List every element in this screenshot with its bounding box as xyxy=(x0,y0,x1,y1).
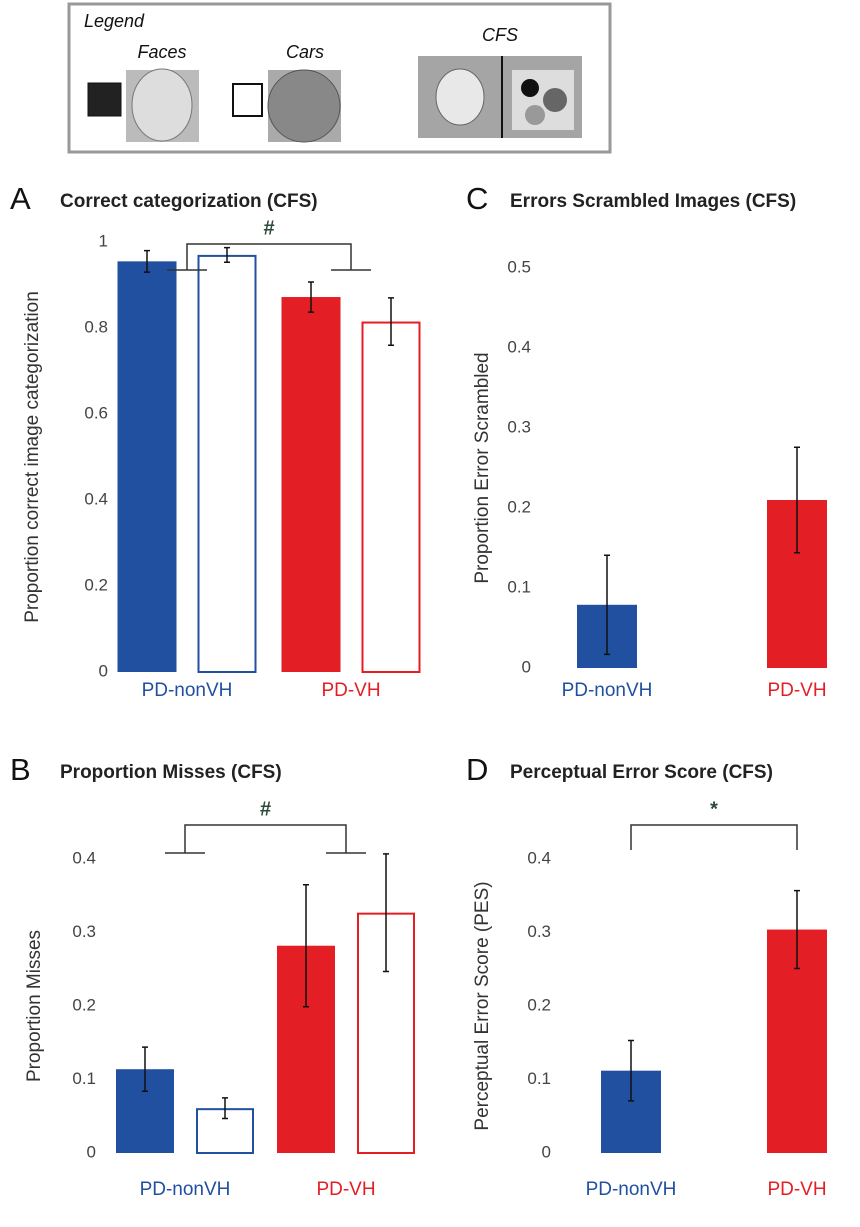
y-tick-label: 0.4 xyxy=(507,337,531,356)
y-tick-label: 0.2 xyxy=(72,995,96,1014)
y-tick-label: 1 xyxy=(99,231,108,250)
error-bar xyxy=(303,883,309,1008)
panel-title: Perceptual Error Score (CFS) xyxy=(510,762,773,783)
y-tick-label: 0.2 xyxy=(527,995,551,1014)
panel-title: Errors Scrambled Images (CFS) xyxy=(510,191,796,212)
x-tick-label: PD-VH xyxy=(316,1179,375,1200)
legend-box: Legend Faces Cars CFS xyxy=(67,2,612,154)
face-shape xyxy=(131,68,193,142)
y-tick-label: 0.1 xyxy=(72,1069,96,1088)
mask-blob xyxy=(521,79,539,97)
legend-title: Legend xyxy=(84,11,145,31)
x-tick-label: PD-nonVH xyxy=(586,1179,677,1200)
significance-bracket xyxy=(630,824,798,850)
panel-letter: A xyxy=(10,181,31,216)
y-tick-label: 0.3 xyxy=(72,922,96,941)
panel-title: Correct categorization (CFS) xyxy=(60,191,318,212)
y-tick-label: 0 xyxy=(99,661,108,680)
error-bar xyxy=(794,889,800,970)
significance-mark: # xyxy=(263,217,274,239)
y-tick-label: 0.4 xyxy=(72,848,96,867)
error-bar xyxy=(794,446,800,554)
significance-bracket xyxy=(167,243,371,271)
y-tick-label: 0.1 xyxy=(527,1069,551,1088)
x-tick-label: PD-VH xyxy=(767,1179,826,1200)
y-tick-label: 0.6 xyxy=(84,403,108,422)
x-tick-label: PD-nonVH xyxy=(562,680,653,701)
significance-mark: * xyxy=(710,798,718,820)
y-tick-label: 0.8 xyxy=(84,317,108,336)
panel-letter: D xyxy=(466,752,488,787)
y-tick-label: 0 xyxy=(522,657,531,676)
panel-title: Proportion Misses (CFS) xyxy=(60,762,282,783)
filled-swatch xyxy=(87,82,122,117)
error-bar xyxy=(388,297,394,346)
legend-faces: Faces xyxy=(137,42,186,62)
car-shape xyxy=(267,69,341,143)
error-bar xyxy=(144,249,150,273)
y-tick-label: 0.4 xyxy=(84,489,108,508)
y-tick-label: 0.2 xyxy=(507,497,531,516)
y-axis-label: Perceptual Error Score (PES) xyxy=(472,881,493,1130)
error-bar xyxy=(604,554,610,656)
y-axis-label: Proportion correct image categorization xyxy=(22,291,43,623)
error-bar xyxy=(628,1039,634,1102)
y-tick-label: 0 xyxy=(542,1142,551,1161)
y-tick-label: 0 xyxy=(87,1142,96,1161)
legend-cars: Cars xyxy=(286,42,324,62)
error-bar xyxy=(224,246,230,263)
x-tick-label: PD-nonVH xyxy=(142,680,233,701)
hollow-swatch xyxy=(232,83,263,117)
y-axis-label: Proportion Misses xyxy=(24,930,45,1082)
y-axis-label: Proportion Error Scrambled xyxy=(472,352,493,583)
legend-cfs: CFS xyxy=(482,25,518,45)
x-tick-label: PD-VH xyxy=(321,680,380,701)
bar xyxy=(197,254,257,673)
error-bar xyxy=(222,1097,228,1120)
significance-bracket xyxy=(165,824,366,854)
mask-blob xyxy=(525,105,545,125)
error-bar xyxy=(142,1046,148,1093)
bar xyxy=(361,321,421,673)
bar xyxy=(281,297,341,672)
error-bar xyxy=(383,853,389,973)
error-bar xyxy=(308,281,314,313)
significance-mark: # xyxy=(260,798,271,820)
panel-letter: C xyxy=(466,181,488,216)
y-tick-label: 0.5 xyxy=(507,257,531,276)
panel-letter: B xyxy=(10,752,31,787)
y-tick-label: 0.3 xyxy=(507,417,531,436)
y-tick-label: 0.2 xyxy=(84,575,108,594)
y-tick-label: 0.4 xyxy=(527,848,551,867)
y-tick-label: 0.1 xyxy=(507,577,531,596)
x-tick-label: PD-VH xyxy=(767,680,826,701)
mask-blob xyxy=(543,88,567,112)
bar xyxy=(117,261,177,672)
cfs-face xyxy=(435,68,485,126)
x-tick-label: PD-nonVH xyxy=(140,1179,231,1200)
y-tick-label: 0.3 xyxy=(527,922,551,941)
